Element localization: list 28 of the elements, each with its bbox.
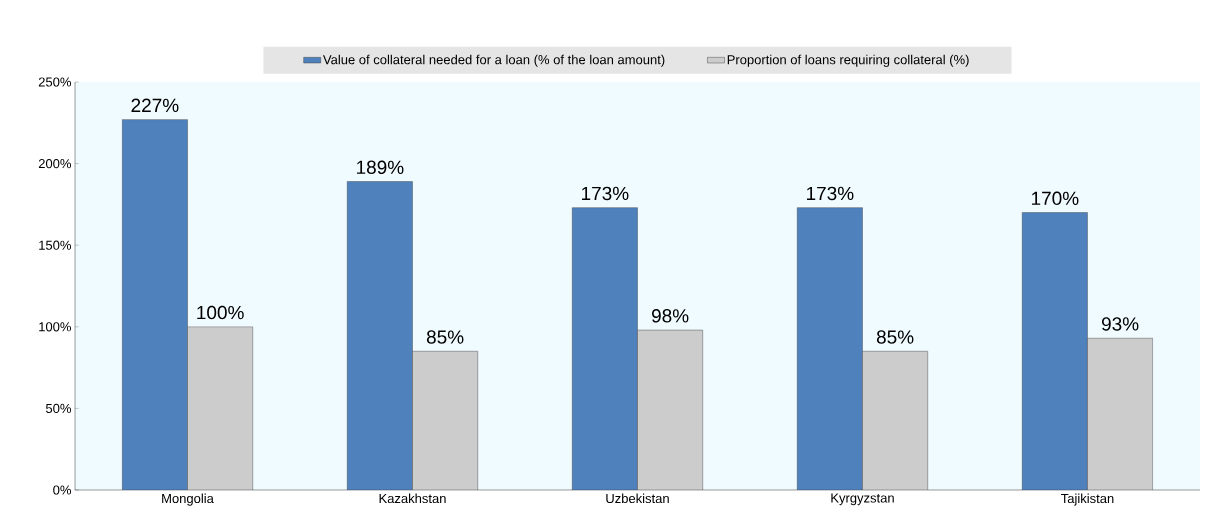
data-label: 173% (807, 186, 854, 201)
data-label: 189% (357, 160, 404, 175)
x-tick-label: Kyrgyzstan (831, 493, 894, 506)
bar (797, 207, 863, 490)
y-tick-label: 150% (39, 240, 72, 250)
bar (572, 207, 638, 490)
bar (347, 181, 413, 490)
legend-label: Proportion of loans requiring collateral (%) (727, 54, 969, 67)
x-tick-label: Uzbekistan (606, 493, 669, 504)
data-label: 173% (582, 186, 629, 201)
bar (1022, 212, 1088, 490)
x-tick-label: Kazakhstan (379, 493, 446, 504)
x-tick-label: Mongolia (162, 493, 214, 506)
bar (122, 119, 188, 490)
x-tick-label: Tajikistan (1061, 493, 1114, 506)
y-tick-label: 200% (38, 158, 72, 169)
y-tick-label: 250% (38, 77, 72, 87)
legend-label: Value of collateral needed for a loan (% of the loan amount) (322, 54, 665, 67)
data-label: 85% (426, 330, 464, 344)
y-tick-label: 50% (45, 403, 72, 413)
y-tick-label: 0% (53, 485, 72, 495)
data-label: 100% (197, 305, 244, 320)
data-label: 85% (876, 330, 914, 344)
data-label: 93% (1101, 317, 1139, 331)
data-label: 170% (1031, 191, 1079, 206)
data-label: 227% (131, 98, 179, 112)
data-label: 98% (651, 309, 689, 323)
y-tick-label: 100% (39, 322, 72, 332)
